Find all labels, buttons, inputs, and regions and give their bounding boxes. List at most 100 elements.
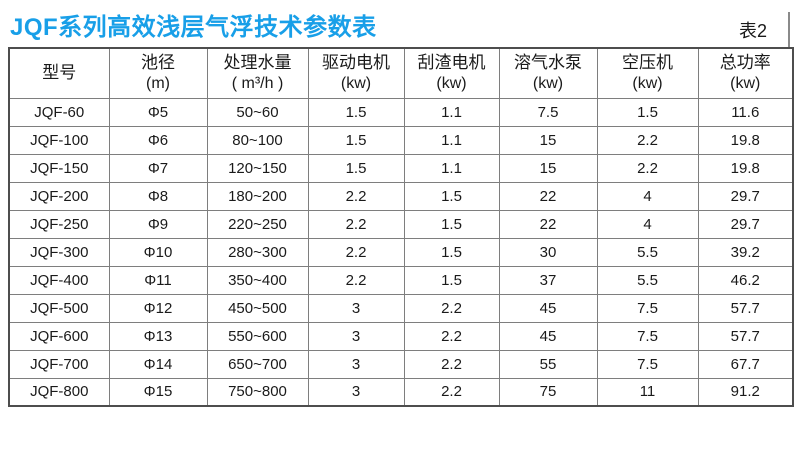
cell-value: 15	[498, 153, 598, 183]
cell-value: 39.2	[697, 237, 794, 267]
cell-value: 650~700	[206, 349, 309, 379]
cell-value: Φ11	[108, 265, 208, 295]
cell-value: 46.2	[697, 265, 794, 295]
cell-value: 57.7	[697, 293, 794, 323]
column-unit: (kw)	[340, 74, 372, 92]
column-header-3: 驱动电机 (kw)	[307, 47, 405, 99]
cell-value: 350~400	[206, 265, 309, 295]
cell-model: JQF-150	[8, 153, 110, 183]
cell-value: 29.7	[697, 209, 794, 239]
cell-value: 91.2	[697, 377, 794, 407]
cell-value: Φ13	[108, 321, 208, 351]
cell-model: JQF-500	[8, 293, 110, 323]
cell-value: 7.5	[596, 349, 699, 379]
cell-value: 2.2	[403, 377, 500, 407]
cell-value: 1.5	[596, 97, 699, 127]
table-row: JQF-700 Φ14 650~700 3 2.2 55 7.5 67.7	[8, 349, 794, 379]
cell-value: 1.1	[403, 153, 500, 183]
column-header-2: 处理水量( m³/h )	[206, 47, 309, 99]
cell-value: 2.2	[403, 321, 500, 351]
cell-value: Φ9	[108, 209, 208, 239]
cell-model: JQF-400	[8, 265, 110, 295]
column-name: 池径	[141, 53, 175, 73]
cell-value: 55	[498, 349, 598, 379]
column-name: 处理水量	[223, 53, 292, 73]
cell-value: 2.2	[596, 125, 699, 155]
cell-value: Φ5	[108, 97, 208, 127]
cell-value: 50~60	[206, 97, 309, 127]
column-header-7: 总功率 (kw)	[697, 47, 794, 99]
column-header-5: 溶气水泵 (kw)	[498, 47, 598, 99]
table-row: JQF-300 Φ10 280~300 2.2 1.5 30 5.5 39.2	[8, 237, 794, 267]
cell-value: 1.5	[403, 237, 500, 267]
cell-value: 220~250	[206, 209, 309, 239]
column-name: 刮渣电机	[417, 53, 486, 73]
cell-value: 1.5	[307, 125, 405, 155]
cell-value: 2.2	[596, 153, 699, 183]
cell-value: 29.7	[697, 181, 794, 211]
cell-value: 1.1	[403, 97, 500, 127]
table-row: JQF-60 Φ5 50~60 1.5 1.1 7.5 1.5 11.6	[8, 97, 794, 127]
column-name: 总功率	[719, 53, 771, 73]
cell-value: 7.5	[498, 97, 598, 127]
table-row: JQF-250 Φ9 220~250 2.2 1.5 22 4 29.7	[8, 209, 794, 239]
cell-value: 2.2	[307, 209, 405, 239]
column-name: 驱动电机	[322, 53, 390, 73]
cell-value: 3	[307, 377, 405, 407]
cell-value: 7.5	[596, 293, 699, 323]
cell-value: 2.2	[403, 349, 500, 379]
cell-value: 280~300	[206, 237, 309, 267]
column-unit: (kw)	[532, 74, 564, 92]
cell-model: JQF-700	[8, 349, 110, 379]
cell-model: JQF-250	[8, 209, 110, 239]
table-row: JQF-150 Φ7 120~150 1.5 1.1 15 2.2 19.8	[8, 153, 794, 183]
cell-value: 4	[596, 181, 699, 211]
cell-value: 4	[596, 209, 699, 239]
cell-value: 30	[498, 237, 598, 267]
cell-model: JQF-60	[8, 97, 110, 127]
column-header-0: 型号	[8, 47, 110, 99]
cell-value: 1.5	[307, 97, 405, 127]
cell-value: 11	[596, 377, 699, 407]
cell-value: Φ10	[108, 237, 208, 267]
cell-value: 1.1	[403, 125, 500, 155]
column-unit: ( m³/h )	[231, 74, 284, 92]
column-header-6: 空压机 (kw)	[596, 47, 699, 99]
cell-model: JQF-300	[8, 237, 110, 267]
page-title: JQF系列高效浅层气浮技术参数表	[10, 14, 377, 41]
cell-model: JQF-100	[8, 125, 110, 155]
cell-value: 3	[307, 349, 405, 379]
column-unit: (kw)	[436, 74, 467, 92]
table-row: JQF-100 Φ6 80~100 1.5 1.1 15 2.2 19.8	[8, 125, 794, 155]
column-unit: (m)	[146, 74, 170, 92]
cell-value: 1.5	[403, 181, 500, 211]
cell-value: 15	[498, 125, 598, 155]
cell-value: 19.8	[697, 153, 794, 183]
cell-value: 120~150	[206, 153, 309, 183]
column-unit: (kw)	[730, 74, 761, 92]
cell-value: Φ14	[108, 349, 208, 379]
cell-value: 7.5	[596, 321, 699, 351]
cell-value: 22	[498, 209, 598, 239]
cell-value: 11.6	[697, 97, 794, 127]
cell-value: 750~800	[206, 377, 309, 407]
cell-value: 5.5	[596, 265, 699, 295]
table-row: JQF-800 Φ15 750~800 3 2.2 75 11 91.2	[8, 377, 794, 407]
cell-value: 67.7	[697, 349, 794, 379]
cell-value: 19.8	[697, 125, 794, 155]
cell-value: 57.7	[697, 321, 794, 351]
cell-value: 45	[498, 293, 598, 323]
cell-value: Φ6	[108, 125, 208, 155]
cell-value: 80~100	[206, 125, 309, 155]
table-row: JQF-500 Φ12 450~500 3 2.2 45 7.5 57.7	[8, 293, 794, 323]
cell-value: Φ15	[108, 377, 208, 407]
cell-value: Φ12	[108, 293, 208, 323]
cell-value: 22	[498, 181, 598, 211]
cell-value: 2.2	[307, 265, 405, 295]
cell-value: 2.2	[307, 237, 405, 267]
cell-value: 3	[307, 321, 405, 351]
column-name: 型号	[42, 63, 77, 83]
table-body: JQF-60 Φ5 50~60 1.5 1.1 7.5 1.5 11.6 JQF-100 Φ6 80…	[8, 97, 794, 407]
column-header-4: 刮渣电机 (kw)	[403, 47, 500, 99]
cell-value: 45	[498, 321, 598, 351]
